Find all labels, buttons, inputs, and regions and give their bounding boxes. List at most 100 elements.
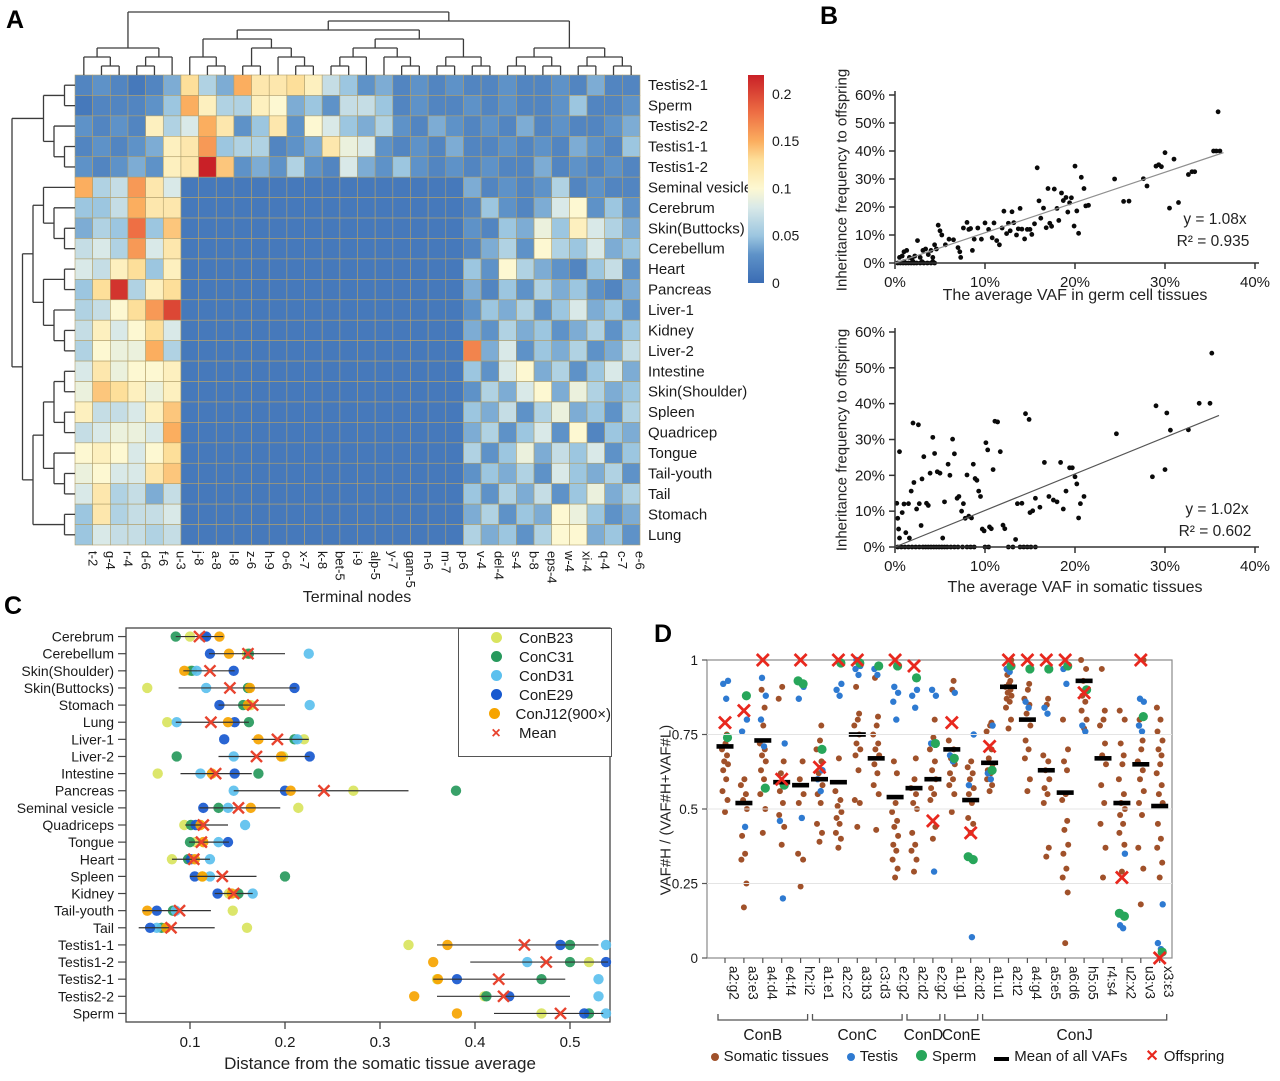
vaf-col-label: a2:d2 — [916, 966, 931, 1000]
heatmap-cell — [463, 217, 482, 239]
heatmap-cell — [498, 299, 517, 321]
mean-bar — [1018, 717, 1036, 722]
heatmap-cell — [268, 115, 288, 137]
y-tick-label: 1 — [690, 653, 698, 668]
heatmap-col-label: x-7 — [297, 551, 312, 569]
heatmap-cell — [516, 462, 535, 484]
heatmap-cell — [304, 381, 323, 403]
heatmap-cell — [533, 422, 553, 444]
heatmap-cell — [480, 442, 500, 464]
heatmap-cell — [410, 319, 429, 341]
somatic-point — [895, 832, 902, 839]
somatic-point — [780, 758, 787, 765]
legend-item: Somatic tissues — [710, 1048, 829, 1065]
somatic-point — [1021, 755, 1028, 762]
testis-point — [894, 689, 902, 696]
heatmap-cell — [92, 217, 111, 239]
scatter-points — [895, 109, 1223, 266]
vaf-col-label: h2:i2 — [802, 966, 817, 995]
heatmap-cell — [268, 74, 288, 96]
somatic-point — [837, 797, 844, 804]
somatic-point — [758, 686, 765, 693]
heatmap-cell — [215, 74, 235, 96]
heatmap-cell — [339, 115, 358, 137]
heatmap-cell — [339, 238, 358, 260]
mean-bar — [943, 747, 961, 752]
data-point — [1019, 226, 1025, 232]
heatmap-cell — [339, 524, 358, 546]
heatmap-cell — [215, 217, 235, 239]
heatmap-cell — [392, 176, 411, 198]
somatic-point — [1155, 746, 1162, 753]
heatmap-cell — [551, 299, 570, 321]
heatmap-cell — [445, 360, 464, 382]
heatmap-cell — [268, 483, 288, 505]
heatmap-cell — [463, 442, 482, 464]
heatmap-row-label: Skin(Shoulder) — [648, 384, 747, 401]
y-tick-label: 60% — [855, 87, 885, 104]
heatmap-cell — [357, 442, 376, 464]
mean-x-mark — [223, 681, 237, 695]
group-label: ConB — [743, 1027, 782, 1044]
mean-bar — [735, 800, 753, 806]
heatmap-cell — [533, 156, 553, 178]
heatmap-cell — [622, 74, 641, 96]
data-point — [1001, 208, 1007, 214]
heatmap-cell — [127, 258, 146, 280]
heatmap-cell — [339, 279, 358, 301]
somatic-point — [931, 716, 938, 723]
heatmap-cell — [463, 279, 482, 301]
somatic-point — [890, 841, 897, 848]
heatmap-cell — [551, 462, 570, 484]
heatmap-cell — [480, 319, 500, 341]
heatmap-cell — [622, 176, 641, 198]
data-point — [915, 238, 920, 244]
vaf-col-label: a2:c2 — [840, 966, 855, 999]
data-point — [1213, 148, 1219, 154]
heatmap-cell — [233, 360, 252, 382]
heatmap-cell — [162, 279, 182, 301]
somatic-point — [1045, 758, 1052, 765]
heatmap-cell — [92, 279, 111, 301]
mean-x-mark — [187, 852, 201, 866]
testis-point — [1116, 922, 1124, 929]
heatmap-cell — [357, 381, 376, 403]
heatmap-cell — [321, 197, 341, 219]
heatmap-cell — [110, 115, 129, 137]
heatmap-row-label: Kidney — [648, 322, 694, 339]
tissue-label: Liver-1 — [71, 731, 114, 747]
heatmap-cell — [339, 156, 358, 178]
somatic-point — [854, 823, 861, 830]
heatmap-cell — [215, 136, 235, 158]
heatmap-cell — [180, 197, 199, 219]
somatic-point — [1024, 788, 1031, 795]
somatic-point — [854, 716, 861, 723]
heatmap-cell — [498, 462, 517, 484]
heatmap-cell — [392, 381, 411, 403]
heatmap-cell — [162, 401, 182, 423]
heatmap-cell — [268, 197, 288, 219]
dash-marker-icon — [994, 1048, 1010, 1065]
data-point — [1168, 427, 1173, 433]
heatmap-cell — [516, 258, 535, 280]
somatic-point — [833, 814, 840, 821]
somatic-point — [1100, 874, 1106, 881]
heatmap-cell — [215, 197, 235, 219]
somatic-point — [910, 800, 917, 807]
somatic-point — [985, 755, 992, 762]
data-point — [995, 419, 1000, 425]
vaf-col-label: a2:t2 — [1010, 966, 1025, 996]
heatmap-cell — [410, 299, 429, 321]
data-point — [1063, 195, 1069, 200]
heatmap-col-label: f-6 — [156, 551, 171, 566]
somatic-point — [1059, 874, 1066, 881]
heatmap-cell — [198, 95, 217, 117]
y-tick-label: 0.75 — [672, 728, 698, 743]
heatmap-cell — [427, 279, 447, 301]
somatic-point — [1041, 785, 1048, 792]
heatmap-cell — [410, 279, 429, 301]
colorbar-tick-label: 0.15 — [772, 133, 799, 149]
heatmap-cell — [304, 483, 323, 505]
tissue-label: Liver-2 — [71, 748, 114, 764]
heatmap-cell — [569, 176, 588, 198]
